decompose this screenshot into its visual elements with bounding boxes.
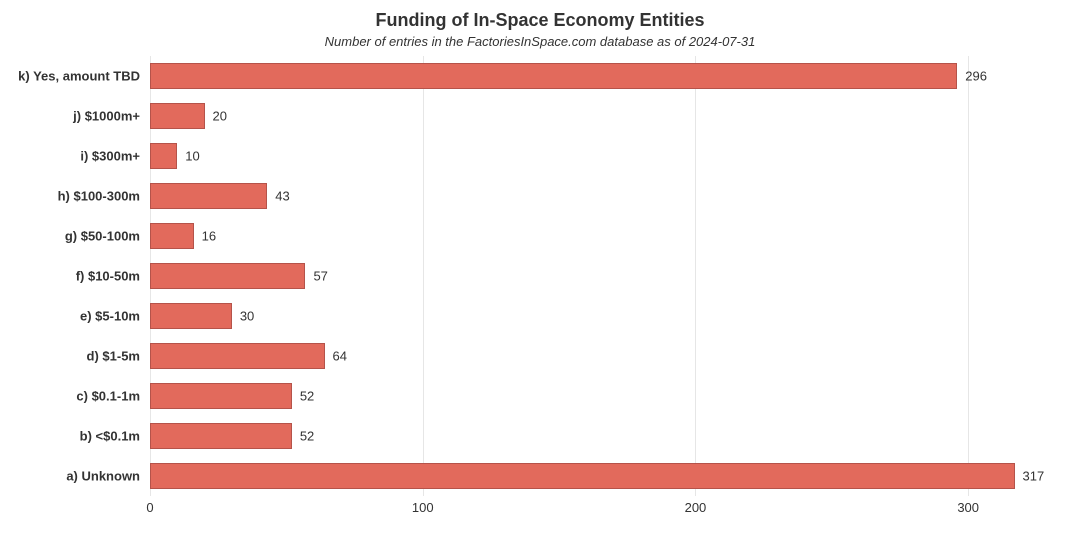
bar-value-label: 43	[275, 189, 289, 204]
bar	[150, 263, 305, 289]
bar-value-label: 20	[213, 109, 227, 124]
chart-title: Funding of In-Space Economy Entities	[0, 0, 1080, 32]
y-tick-label: h) $100-300m	[58, 189, 140, 204]
bar-value-label: 64	[333, 349, 347, 364]
y-tick-label: i) $300m+	[80, 149, 140, 164]
bar-value-label: 57	[313, 269, 327, 284]
y-tick-label: d) $1-5m	[87, 349, 140, 364]
y-tick-label: b) <$0.1m	[80, 429, 140, 444]
bar-value-label: 30	[240, 309, 254, 324]
y-tick-label: g) $50-100m	[65, 229, 140, 244]
y-tick-label: e) $5-10m	[80, 309, 140, 324]
y-tick-label: c) $0.1-1m	[76, 389, 140, 404]
bar	[150, 223, 194, 249]
x-tick-label: 100	[412, 500, 434, 515]
bar-value-label: 16	[202, 229, 216, 244]
gridline	[423, 56, 424, 496]
bar	[150, 143, 177, 169]
y-tick-label: j) $1000m+	[73, 109, 140, 124]
bar-value-label: 317	[1023, 469, 1045, 484]
x-tick-label: 200	[685, 500, 707, 515]
x-tick-label: 0	[146, 500, 153, 515]
bar	[150, 183, 267, 209]
gridline	[968, 56, 969, 496]
y-tick-label: a) Unknown	[66, 469, 140, 484]
chart-subtitle: Number of entries in the FactoriesInSpac…	[0, 32, 1080, 57]
x-tick-label: 300	[957, 500, 979, 515]
bar	[150, 303, 232, 329]
bar	[150, 103, 205, 129]
bar-value-label: 52	[300, 429, 314, 444]
gridline	[695, 56, 696, 496]
chart-container: Funding of In-Space Economy Entities Num…	[0, 0, 1080, 540]
bar	[150, 343, 325, 369]
y-tick-label: k) Yes, amount TBD	[18, 69, 140, 84]
bar-value-label: 52	[300, 389, 314, 404]
bar-value-label: 296	[965, 69, 987, 84]
bar	[150, 463, 1015, 489]
plot-area: 0100200300a) Unknown317b) <$0.1m52c) $0.…	[150, 56, 1050, 496]
y-tick-label: f) $10-50m	[76, 269, 140, 284]
bar-value-label: 10	[185, 149, 199, 164]
bar	[150, 383, 292, 409]
bar	[150, 63, 957, 89]
bar	[150, 423, 292, 449]
